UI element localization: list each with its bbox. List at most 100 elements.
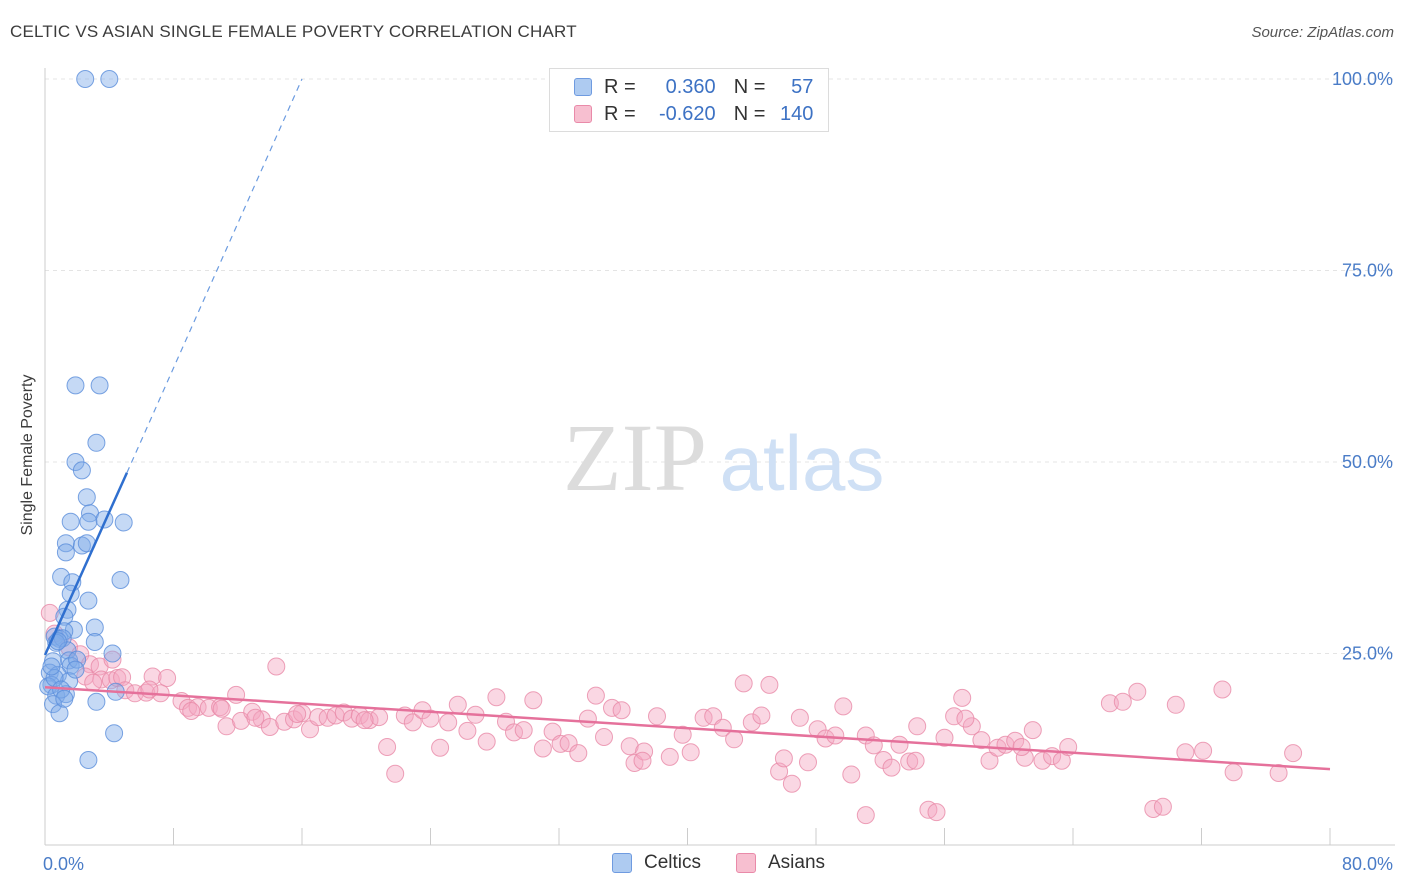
asians-point [760, 675, 779, 694]
asians-point [1128, 682, 1147, 701]
asians-point [116, 681, 135, 700]
asians-point [648, 707, 666, 726]
asians-point [386, 764, 405, 783]
asians-point [1213, 680, 1232, 699]
asians-point [84, 673, 103, 692]
asians-point [524, 691, 543, 710]
legend-r-label: R = [604, 102, 636, 125]
asians-point [1012, 738, 1031, 756]
celtics-point [50, 704, 69, 723]
asians-point [890, 735, 909, 754]
asians-point [586, 686, 605, 705]
series-legend-celtics[interactable]: Celtics [612, 852, 701, 874]
trend-lines [43, 78, 1331, 771]
asians-point [725, 730, 744, 749]
asians-point [1100, 694, 1119, 713]
watermark: ZIP atlas [563, 404, 884, 511]
asians-point [673, 725, 692, 744]
celtics-point [61, 512, 80, 531]
legend-r-value-celtics: 0.360 [665, 75, 716, 98]
asians-point [477, 732, 496, 751]
asians-point [908, 717, 927, 736]
celtics-point [79, 591, 98, 610]
asians-point [620, 737, 639, 756]
celtics-points [39, 70, 133, 769]
celtics-point [53, 629, 72, 648]
asians-points [40, 603, 1303, 825]
asians-point [972, 731, 991, 750]
celtics-point [44, 695, 62, 714]
celtics-point [72, 536, 91, 555]
asians-point [856, 806, 875, 825]
celtics-swatch [612, 853, 632, 873]
x-tick-label-max: 80.0% [1342, 854, 1393, 874]
y-tick-label: 75.0% [1342, 261, 1393, 281]
asians-point [578, 709, 597, 728]
celtics-point [90, 376, 109, 395]
asians-swatch [736, 853, 756, 873]
asians-point [612, 701, 631, 720]
celtics-point [105, 724, 124, 743]
asians-point [267, 657, 286, 676]
legend-r-label: R = [604, 75, 636, 98]
asians-point [360, 711, 379, 730]
asians-point [953, 688, 972, 707]
celtics-trend-extension [126, 78, 303, 473]
asians-point [179, 698, 197, 717]
asians-point [980, 751, 999, 770]
celtics-point [45, 669, 64, 687]
asians-point [1284, 744, 1303, 763]
asians-point [448, 695, 467, 714]
correlation-legend: R = 0.360 N = 57 R = -0.620 N = 140 [549, 68, 829, 132]
celtics-point [76, 70, 95, 88]
y-tick-label: 100.0% [1332, 69, 1393, 89]
asians-point [826, 726, 845, 745]
celtics-point [103, 644, 122, 663]
asians-point [752, 706, 771, 725]
asians-point [569, 744, 588, 763]
asians-point [1269, 764, 1288, 782]
asians-point [1113, 692, 1132, 711]
celtics-point [42, 657, 61, 676]
asians-point [790, 708, 809, 727]
asians-point [660, 747, 679, 766]
celtics-point [79, 751, 98, 769]
asians-point [842, 765, 861, 784]
asians-point [774, 749, 793, 768]
chart-title: CELTIC VS ASIAN SINGLE FEMALE POVERTY CO… [10, 22, 577, 41]
asians-point [1194, 741, 1213, 760]
legend-n-value-asians: 140 [780, 102, 814, 125]
celtics-point [66, 660, 85, 679]
asians-point [378, 738, 397, 756]
asians-point [288, 705, 307, 723]
celtics-point [52, 567, 71, 586]
legend-n-label: N = [733, 75, 766, 98]
asians-point [246, 708, 265, 727]
asians-point [694, 708, 713, 727]
asians-point [514, 721, 533, 740]
asians-point [439, 713, 458, 732]
celtics-point [85, 618, 104, 637]
axes [44, 68, 1395, 846]
celtics-point [87, 433, 106, 452]
asians-point [633, 751, 652, 770]
asians-point [713, 718, 732, 737]
asians-point [103, 650, 122, 669]
legend-n-value-celtics: 57 [791, 75, 814, 98]
asians-point [1224, 763, 1243, 782]
asians-point [370, 708, 389, 727]
series-legend-asians[interactable]: Asians [736, 852, 825, 874]
asians-point [458, 721, 477, 740]
y-tick-label: 50.0% [1342, 452, 1393, 472]
asians-point [403, 713, 422, 732]
legend-r-value-asians: -0.620 [658, 102, 716, 125]
asians-point [834, 697, 853, 716]
legend-n-label: N = [733, 102, 766, 125]
tick-labels: 25.0% 50.0% 75.0% 100.0% 0.0% 80.0% [43, 69, 1393, 874]
asians-point [533, 739, 552, 758]
legend-row-asians: R = -0.620 N = 140 [574, 101, 813, 127]
celtics-point [72, 461, 91, 480]
asians-point [1023, 721, 1042, 740]
asians-point [704, 707, 723, 726]
legend-swatch-celtics [574, 78, 592, 96]
